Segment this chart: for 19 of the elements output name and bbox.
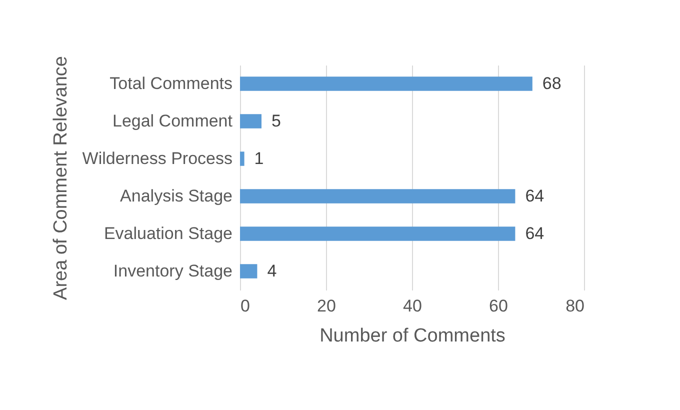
data-label: 64: [525, 224, 544, 243]
y-tick-label: Analysis Stage: [120, 186, 232, 206]
y-tick-label: Evaluation Stage: [104, 224, 232, 243]
data-label: 68: [542, 74, 562, 93]
data-label: 1: [254, 148, 264, 168]
y-axis-title: Area of Comment Relevance: [50, 56, 72, 300]
x-tick-label: 80: [566, 296, 584, 316]
x-tick-label: 20: [317, 296, 336, 316]
x-tick-label: 60: [489, 296, 508, 316]
x-tick-label: 40: [403, 296, 422, 316]
y-tick-label: Total Comments: [110, 74, 232, 93]
data-label: 64: [525, 186, 544, 206]
y-tick-label: Wilderness Process: [82, 148, 232, 168]
x-axis-title: Number of Comments: [320, 326, 506, 346]
data-label: 5: [272, 111, 281, 130]
data-label: 4: [267, 261, 277, 280]
y-tick-label: Inventory Stage: [113, 261, 232, 280]
y-tick-label: Legal Comment: [112, 111, 233, 130]
x-tick-label: 0: [240, 296, 250, 316]
